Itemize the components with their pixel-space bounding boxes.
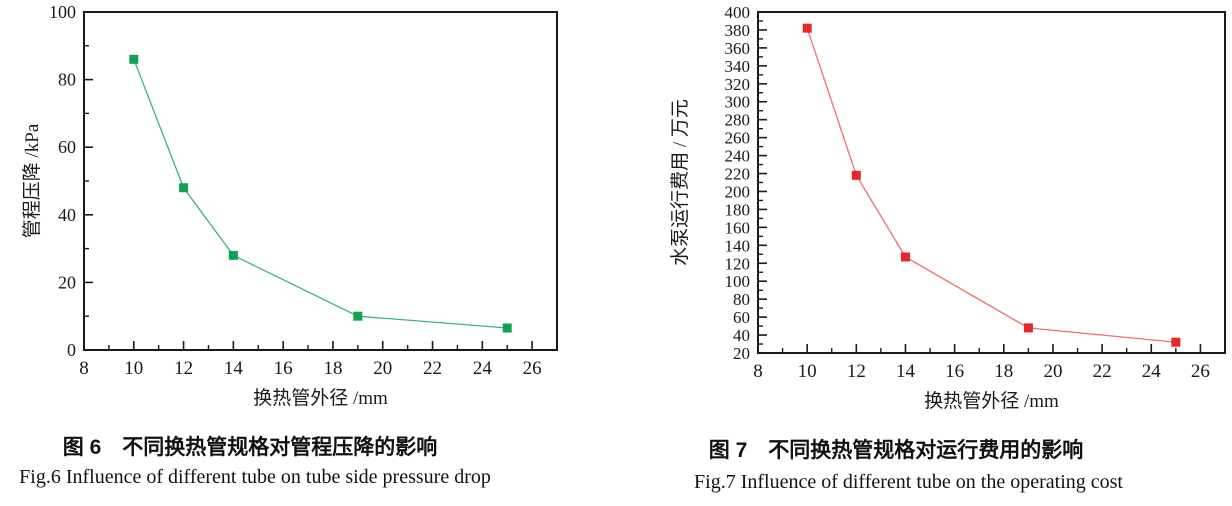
series-line bbox=[806, 27, 1176, 343]
y-tick-label: 220 bbox=[725, 165, 751, 184]
y-tick-label: 0 bbox=[67, 340, 76, 360]
data-point-marker bbox=[129, 54, 139, 64]
x-tick-label: 24 bbox=[1142, 361, 1162, 382]
x-tick-label: 26 bbox=[523, 358, 542, 379]
chart-fig6-pressure-drop: 8 10 12 14 16 18 20 22 24 26 0 20 40 60 80 100 换热管外径 /mm… bbox=[21, 2, 558, 409]
y-tick-label: 300 bbox=[725, 93, 751, 112]
x-tick-label: 14 bbox=[224, 358, 244, 379]
series-line bbox=[133, 59, 508, 329]
data-point-marker bbox=[802, 23, 812, 33]
y-tick-label: 20 bbox=[58, 272, 76, 292]
y-tick-label: 20 bbox=[733, 344, 750, 363]
x-tick-label: 14 bbox=[896, 361, 916, 382]
x-tick-label: 8 bbox=[753, 361, 763, 382]
y-tick-label: 280 bbox=[725, 111, 751, 130]
data-point-marker bbox=[1171, 337, 1181, 347]
y-tick-label: 320 bbox=[725, 75, 751, 94]
x-tick-label: 18 bbox=[323, 358, 342, 379]
data-point-marker bbox=[179, 183, 189, 193]
data-point-marker bbox=[851, 170, 861, 180]
y-tick-label: 40 bbox=[58, 205, 76, 225]
y-tick-label: 120 bbox=[725, 254, 751, 273]
y-tick-label: 400 bbox=[725, 3, 751, 22]
x-tick-label: 20 bbox=[1043, 361, 1062, 382]
x-tick-label: 20 bbox=[373, 358, 392, 379]
data-point-marker bbox=[353, 311, 363, 321]
y-tick-label: 260 bbox=[725, 129, 751, 148]
x-tick-label: 24 bbox=[473, 358, 493, 379]
y-tick-label: 60 bbox=[733, 308, 750, 327]
plot-frame bbox=[757, 11, 1226, 354]
y-tick-label: 160 bbox=[725, 218, 751, 237]
fig7-caption-chinese: 图 7 不同换热管规格对运行费用的影响 bbox=[708, 439, 1084, 462]
plot-frame bbox=[83, 11, 558, 351]
x-tick-label: 16 bbox=[945, 361, 964, 382]
fig7-caption-english: Fig.7 Influence of different tube on the… bbox=[694, 471, 1123, 493]
x-tick-label: 22 bbox=[1093, 361, 1112, 382]
y-tick-label: 200 bbox=[725, 182, 751, 201]
data-point-marker bbox=[1023, 323, 1033, 333]
fig6-caption-chinese: 图 6 不同换热管规格对管程压降的影响 bbox=[62, 436, 438, 459]
y-axis-title: 管程压降 /kPa bbox=[21, 123, 43, 238]
y-tick-label: 40 bbox=[733, 326, 750, 345]
chart-fig7-operating-cost: 8 10 12 14 16 18 20 22 24 26204060801001201401601… bbox=[669, 3, 1226, 412]
x-tick-label: 10 bbox=[798, 361, 817, 382]
x-tick-label: 10 bbox=[124, 358, 143, 379]
x-tick-label: 8 bbox=[79, 358, 89, 379]
data-point-marker bbox=[900, 252, 910, 262]
x-tick-label: 12 bbox=[174, 358, 193, 379]
data-point-marker bbox=[228, 250, 238, 260]
x-tick-label: 26 bbox=[1191, 361, 1210, 382]
y-tick-label: 360 bbox=[725, 39, 751, 58]
y-tick-label: 240 bbox=[725, 147, 751, 166]
data-point-marker bbox=[502, 323, 512, 333]
y-tick-label: 340 bbox=[725, 57, 751, 76]
y-tick-label: 100 bbox=[725, 272, 751, 291]
x-tick-label: 12 bbox=[847, 361, 866, 382]
fig6-caption-english: Fig.6 Influence of different tube on tub… bbox=[19, 466, 491, 488]
y-tick-label: 60 bbox=[58, 137, 76, 157]
y-tick-label: 180 bbox=[725, 200, 751, 219]
y-tick-label: 380 bbox=[725, 21, 751, 40]
x-tick-label: 18 bbox=[994, 361, 1013, 382]
y-tick-label: 100 bbox=[49, 2, 76, 22]
x-axis-title: 换热管外径 /mm bbox=[924, 390, 1059, 412]
y-tick-label: 80 bbox=[733, 290, 750, 309]
y-tick-label: 80 bbox=[58, 70, 76, 90]
x-tick-label: 22 bbox=[423, 358, 442, 379]
y-axis-title: 水泵运行费用 / 万元 bbox=[669, 99, 691, 266]
x-tick-label: 16 bbox=[274, 358, 293, 379]
y-tick-label: 140 bbox=[725, 236, 751, 255]
x-axis-title: 换热管外径 /mm bbox=[253, 387, 388, 409]
